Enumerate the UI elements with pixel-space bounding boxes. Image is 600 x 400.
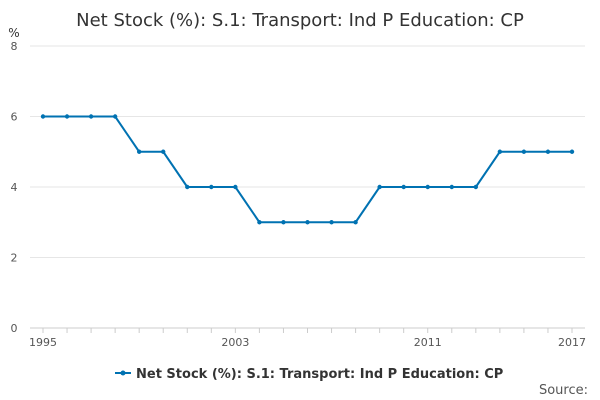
data-point-1995 <box>40 114 46 119</box>
data-point-1998 <box>112 114 118 119</box>
data-point-2002 <box>209 184 214 190</box>
data-point-2004 <box>257 220 262 225</box>
series-line <box>43 115 572 224</box>
legend-label: Net Stock (%): S.1: Transport: Ind P Edu… <box>136 367 503 382</box>
grid-lines <box>30 45 585 258</box>
y-tick-label-8: 8 <box>11 40 18 53</box>
data-point-1997 <box>88 114 94 119</box>
chart-title: Net Stock (%): S.1: Transport: Ind P Edu… <box>76 10 524 31</box>
data-point-2017 <box>569 149 575 154</box>
data-point-2005 <box>281 220 286 225</box>
y-tick-label-4: 4 <box>11 181 18 194</box>
source-label[interactable]: Source: <box>539 383 588 398</box>
x-tick-label-2017: 2017 <box>558 336 586 349</box>
data-point-2001 <box>185 184 190 190</box>
legend-swatch-dot <box>120 370 126 376</box>
series-group <box>40 114 575 225</box>
data-point-2012 <box>449 184 454 190</box>
x-axis: 1995 2003 2011 2017 <box>29 327 586 349</box>
data-point-2000 <box>161 149 166 154</box>
legend[interactable]: Net Stock (%): S.1: Transport: Ind P Edu… <box>115 367 503 382</box>
data-point-2014 <box>497 149 503 154</box>
data-point-2003 <box>233 184 238 190</box>
y-tick-label-6: 6 <box>11 111 18 124</box>
y-tick-label-2: 2 <box>11 252 18 265</box>
y-tick-label-0: 0 <box>11 322 18 335</box>
data-point-2016 <box>545 149 551 154</box>
data-point-2009 <box>377 184 382 190</box>
data-point-2008 <box>353 220 358 225</box>
x-tick-label-2011: 2011 <box>414 336 442 349</box>
data-point-1996 <box>64 114 70 119</box>
data-point-2015 <box>521 149 527 154</box>
x-tick-label-1995: 1995 <box>29 336 57 349</box>
y-axis-label: % <box>8 26 19 40</box>
data-point-2006 <box>305 220 310 225</box>
data-point-2013 <box>473 184 479 190</box>
data-point-2011 <box>425 184 430 190</box>
x-tick-label-2003: 2003 <box>221 336 249 349</box>
data-point-2010 <box>401 184 406 190</box>
data-point-2007 <box>329 220 334 225</box>
y-axis-ticks: 0 2 4 6 8 <box>11 40 18 335</box>
data-point-1999 <box>136 149 142 154</box>
